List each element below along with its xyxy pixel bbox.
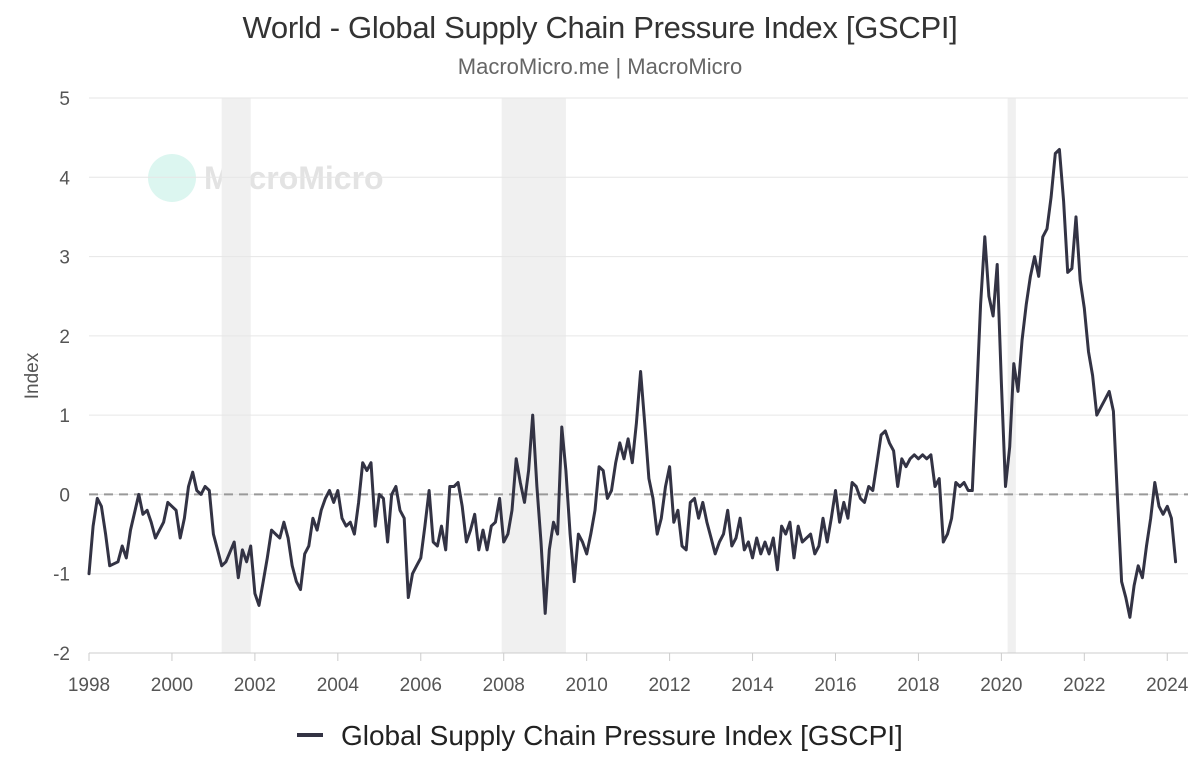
recession-bands [221,98,1016,653]
y-tick-label: 1 [59,406,70,427]
y-tick-label: 5 [59,89,70,110]
y-tick-label: -2 [53,644,70,665]
x-tick-label: 2000 [151,675,193,696]
y-axis-ticks: -2 -1 0 1 2 3 4 5 [53,89,70,665]
x-tick-label: 2008 [483,675,525,696]
y-tick-label: 0 [59,485,70,506]
macromicro-logo-icon [148,154,196,202]
x-tick-label: 2020 [980,675,1022,696]
recession-band [501,98,566,653]
series-group [87,148,1178,619]
x-tick-label: 2024 [1146,675,1189,696]
x-tick-label: 2002 [234,675,276,696]
chart-subtitle: MacroMicro.me | MacroMicro [457,54,743,79]
x-tick-label: 2012 [648,675,690,696]
y-tick-label: 3 [59,248,70,269]
x-tick-label: 2022 [1063,675,1105,696]
x-axis-ticks: 1998 2000 2002 2004 2006 2008 2010 2012 2014 2016… [68,653,1189,696]
chart-title: World - Global Supply Chain Pressure Ind… [242,10,958,45]
y-axis-label: Index [22,352,43,399]
legend-item[interactable]: Global Supply Chain Pressure Index [GSCP… [0,720,1200,752]
x-tick-label: 2006 [400,675,442,696]
series-line-gscpi [87,148,1178,619]
x-tick-label: 2010 [566,675,608,696]
x-tick-label: 2016 [814,675,856,696]
x-tick-label: 2014 [731,675,774,696]
legend-swatch [297,732,324,737]
legend-label: Global Supply Chain Pressure Index [GSCP… [340,720,903,751]
y-tick-label: 2 [59,327,70,348]
x-tick-label: 1998 [68,675,110,696]
y-tick-label: -1 [53,565,70,586]
x-tick-label: 2004 [317,675,360,696]
y-tick-label: 4 [59,168,70,189]
x-tick-label: 2018 [897,675,939,696]
